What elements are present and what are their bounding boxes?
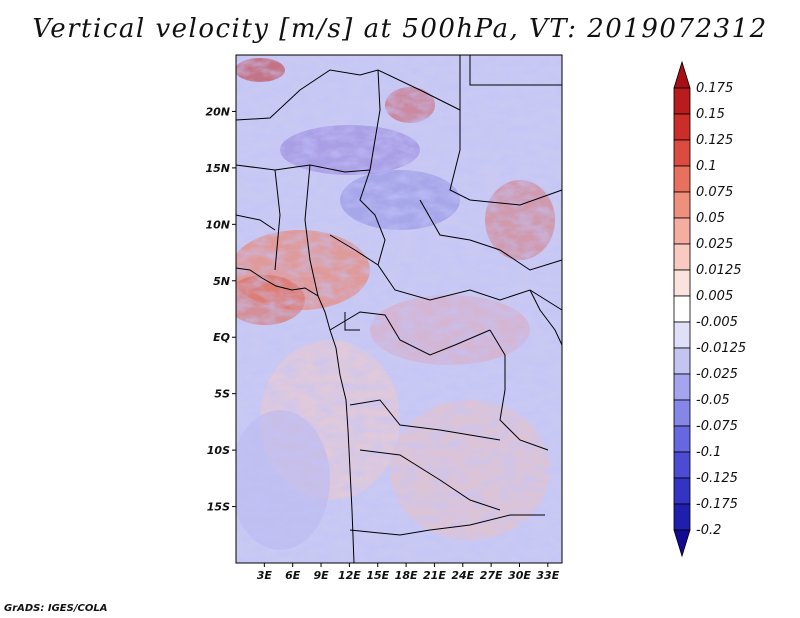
longitude-axis: 3E 6E 9E 12E 15E 18E 21E 24E 27E 30E 33E [257, 563, 560, 582]
colorbar-label: 0.0125 [696, 263, 742, 278]
colorbar-label: 0.15 [696, 107, 725, 122]
map-title: Vertical velocity [m/s] at 500hPa, VT: 2… [32, 14, 768, 44]
colorbar-segment [673, 269, 691, 297]
lat-tick-label: 10S [207, 444, 230, 457]
colorbar-segment [673, 373, 691, 401]
colorbar-segment [673, 87, 691, 115]
lat-tick-label: 15N [205, 162, 230, 175]
colorbar-label: 0.175 [696, 81, 733, 96]
colorbar-segment [673, 60, 691, 89]
colorbar-label: 0.125 [696, 133, 733, 148]
colorbar-segment [673, 113, 691, 141]
lon-tick-label: 3E [257, 569, 273, 582]
colorbar-label: -0.1 [696, 445, 721, 460]
country-borders [235, 55, 563, 564]
lat-tick-label: 5S [214, 388, 230, 401]
lon-tick-label: 15E [366, 569, 389, 582]
colorbar-label: -0.025 [696, 367, 738, 382]
colorbar-segment [673, 477, 691, 505]
colorbar-segment [673, 425, 691, 453]
colorbar-segment [673, 529, 691, 558]
lat-tick-label: 15S [207, 501, 230, 514]
lat-tick-label: 20N [205, 105, 230, 118]
lat-tick-label: 10N [205, 218, 230, 231]
colorbar-segment [673, 295, 691, 323]
colorbar-segment [673, 451, 691, 479]
colorbar-segment [673, 165, 691, 193]
lon-tick-label: 9E [313, 569, 329, 582]
colorbar-segment [673, 347, 691, 375]
colorbar-segment [673, 139, 691, 167]
colorbar-label: 0.005 [696, 289, 733, 304]
colorbar-segment [673, 321, 691, 349]
map-frame [235, 54, 563, 564]
velocity-field [236, 55, 562, 563]
colorbar-label: -0.175 [696, 497, 738, 512]
colorbar-label: -0.05 [696, 393, 730, 408]
colorbar-label: -0.0125 [696, 341, 746, 356]
grads-credit: GrADS: IGES/COLA [4, 603, 108, 614]
colorbar-segment [673, 243, 691, 271]
colorbar-label: 0.05 [696, 211, 725, 226]
lon-tick-label: 21E [423, 569, 446, 582]
colorbar-segment [673, 191, 691, 219]
colorbar-label: -0.005 [696, 315, 738, 330]
lat-tick-label: 5N [213, 275, 230, 288]
lon-tick-label: 18E [395, 569, 418, 582]
lon-tick-label: 33E [536, 569, 559, 582]
lon-tick-label: 6E [285, 569, 301, 582]
latitude-axis: 20N 15N 10N 5N EQ 5S 10S 15S [205, 105, 236, 514]
colorbar-label: 0.1 [696, 159, 717, 174]
colorbar-label: 0.075 [696, 185, 733, 200]
colorbar-label: -0.125 [696, 471, 738, 486]
colorbar-label: 0.025 [696, 237, 733, 252]
colorbar-segment [673, 217, 691, 245]
lon-tick-label: 30E [508, 569, 531, 582]
lon-tick-label: 24E [451, 569, 474, 582]
colorbar: 0.175 0.15 0.125 0.1 0.075 0.05 0.025 0.0125 0.0… [673, 60, 746, 558]
colorbar-segment [673, 503, 691, 531]
colorbar-segment [673, 399, 691, 427]
colorbar-label: -0.075 [696, 419, 738, 434]
colorbar-label: -0.2 [696, 523, 721, 538]
lon-tick-label: 12E [338, 569, 361, 582]
lat-tick-label: EQ [213, 331, 230, 344]
lon-tick-label: 27E [480, 569, 503, 582]
